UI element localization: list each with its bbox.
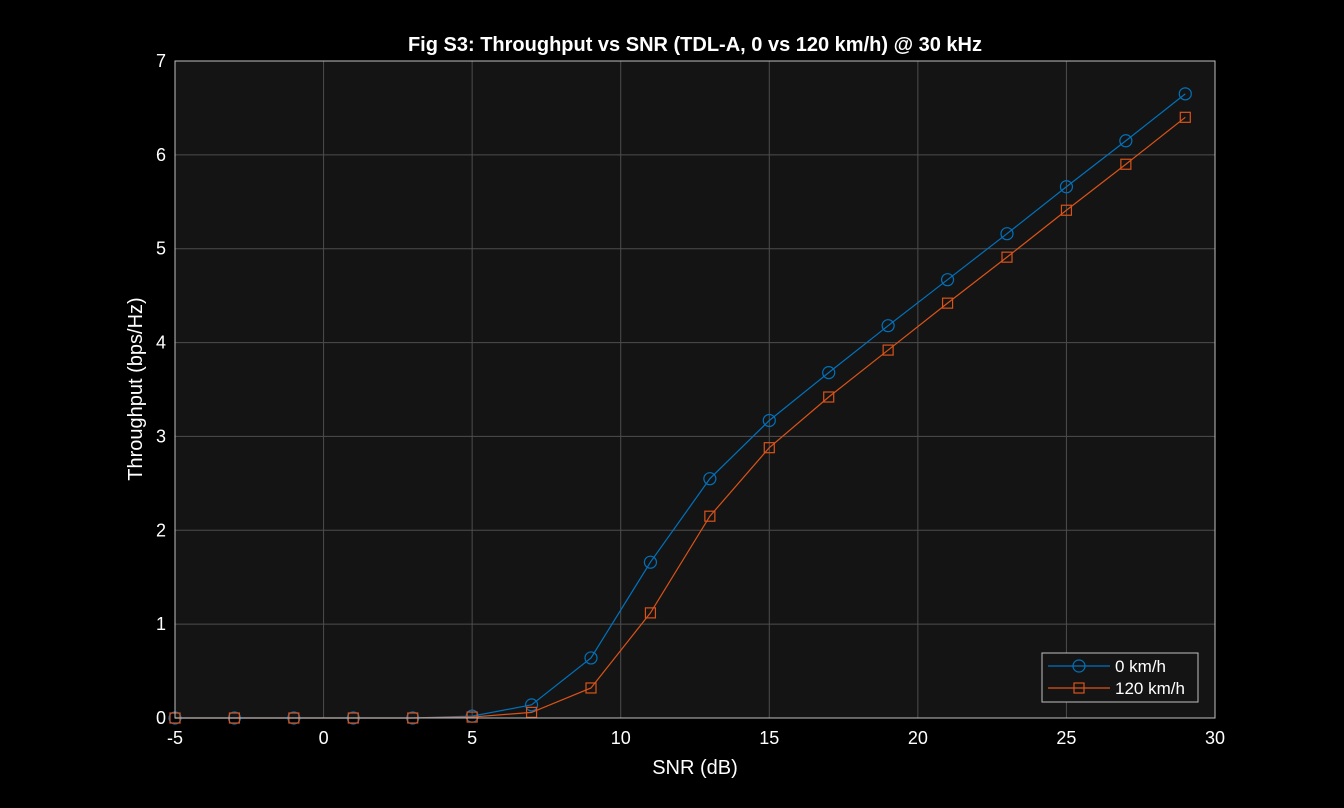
legend-entry-label: 0 km/h <box>1115 657 1166 676</box>
x-tick-label: 30 <box>1205 728 1225 748</box>
data-point-circle <box>1059 180 1074 194</box>
chart-title: Fig S3: Throughput vs SNR (TDL-A, 0 vs 1… <box>408 34 982 56</box>
data-point-circle <box>822 366 836 380</box>
y-tick-label: 3 <box>156 426 166 446</box>
data-point-square <box>1001 251 1013 263</box>
x-tick-label: 15 <box>759 728 779 748</box>
x-tick-label: -5 <box>167 728 183 748</box>
x-tick-label: 20 <box>908 728 928 748</box>
x-tick-label: 10 <box>611 728 631 748</box>
legend-box <box>1041 652 1199 703</box>
y-tick-label: 2 <box>156 520 166 540</box>
data-point-circle <box>881 319 895 333</box>
x-tick-label: 25 <box>1056 728 1076 748</box>
data-point-square <box>763 442 775 454</box>
y-tick-label: 0 <box>156 708 166 728</box>
legend-marker <box>1073 682 1085 694</box>
data-point-circle <box>524 698 539 712</box>
data-point-square <box>1060 204 1073 216</box>
data-point-circle <box>940 273 955 287</box>
data-point-square <box>1179 111 1191 123</box>
y-tick-label: 7 <box>156 51 166 71</box>
legend-entry-label: 120 km/h <box>1115 679 1185 698</box>
data-point-circle <box>1119 134 1133 148</box>
data-point-circle <box>762 413 776 428</box>
data-point-circle <box>643 555 658 569</box>
x-tick-label: 5 <box>467 728 477 748</box>
x-axis-label: SNR (dB) <box>652 757 738 779</box>
y-tick-label: 5 <box>156 239 166 259</box>
legend-marker <box>1072 659 1086 673</box>
x-tick-label: 0 <box>319 728 329 748</box>
y-tick-label: 6 <box>156 145 166 165</box>
data-point-square <box>644 607 657 619</box>
data-point-square <box>525 706 538 718</box>
axes-frame <box>174 60 1216 719</box>
data-point-square <box>1120 158 1132 170</box>
data-point-square <box>823 391 835 403</box>
legend: 0 km/h 120 km/h <box>1041 652 1199 703</box>
y-tick-label: 4 <box>156 333 166 353</box>
data-point-circle <box>703 472 717 486</box>
y-axis-label: Throughput (bps/Hz) <box>125 297 147 480</box>
data-point-circle <box>584 651 598 665</box>
data-point-square <box>704 510 716 522</box>
data-point-square <box>941 297 954 309</box>
data-point-circle <box>1178 87 1192 101</box>
y-tick-label: 1 <box>156 614 166 634</box>
data-point-square <box>882 344 894 356</box>
data-point-square <box>466 711 478 723</box>
data-point-square <box>585 682 597 694</box>
axes-background <box>175 61 1215 718</box>
data-point-circle <box>1000 227 1014 241</box>
